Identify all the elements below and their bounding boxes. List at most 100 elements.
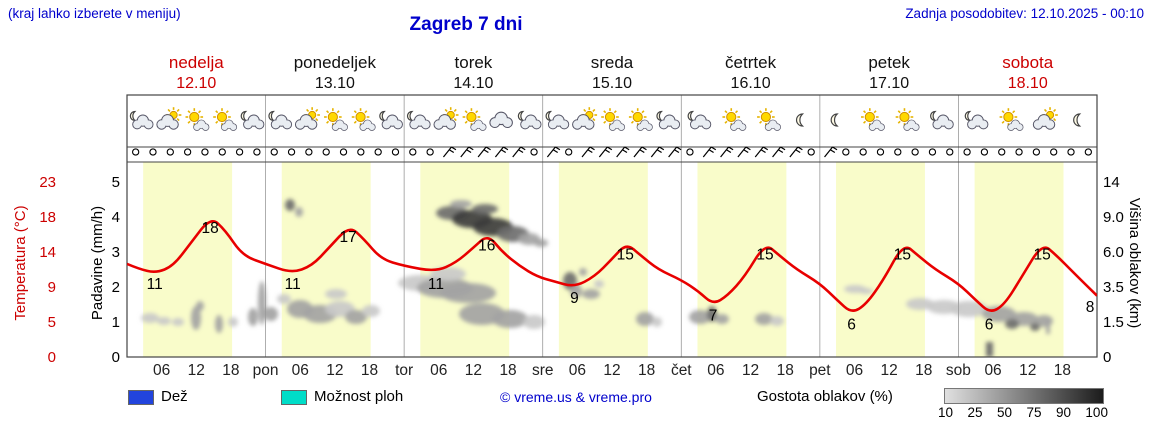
calm-circle-icon — [911, 148, 919, 156]
calm-circle-icon — [339, 148, 348, 156]
calm-circle-icon — [1050, 148, 1058, 156]
moon-icon — [406, 110, 414, 122]
sun-icon — [722, 108, 741, 126]
wind-barb-icon — [754, 146, 769, 158]
calm-circle-icon — [374, 148, 382, 156]
cloud-height-tick-label: 3.5 — [1103, 279, 1124, 296]
cloud-density-gradient-bar — [944, 388, 1104, 404]
calm-circle-icon — [807, 148, 815, 156]
weather-icon-moon-cloud — [379, 110, 403, 130]
hour-tick-label: 18 — [499, 362, 516, 379]
day-date-label: 13.10 — [315, 75, 355, 92]
wind-barb-icon — [772, 146, 786, 158]
daylight-bands — [143, 162, 1064, 357]
weather-icon-moon-cloud — [964, 110, 989, 130]
weather-icon-sun-cloud — [628, 108, 653, 131]
hour-tick-label: 12 — [465, 362, 482, 379]
y-axis-tick-labels: 0 0 0 5 1 1.5 9 2 3.5 14 3 6.0 18 4 9.0 23 5 14 — [39, 174, 1124, 366]
moon-icon — [379, 110, 386, 122]
calm-circle-icon — [876, 148, 885, 156]
weather-icon-sun-cloud — [462, 108, 487, 131]
temperature-value-label: 15 — [894, 246, 911, 263]
cloud-cover-blobs — [141, 199, 1053, 357]
weather-icon-sun-cloud — [757, 108, 781, 131]
day-abbr-label: čet — [671, 362, 692, 379]
wind-barb-icon — [494, 146, 509, 158]
calm-circle-icon — [426, 148, 434, 156]
day-date-label: 15.10 — [592, 75, 632, 92]
calm-circle-icon — [1032, 148, 1041, 156]
weather-icon-moon — [1073, 113, 1082, 127]
day-date-label: 18.10 — [1008, 75, 1048, 92]
menu-hint-text: (kraj lahko izberete v meniju) — [8, 6, 181, 21]
wind-barb-icon — [737, 146, 751, 158]
wind-symbols-row — [132, 146, 1092, 158]
day-name-label: četrtek — [725, 53, 777, 72]
calm-circle-icon — [409, 148, 417, 156]
rain-legend-swatch — [128, 390, 154, 405]
weather-icon-cloud-sun — [433, 107, 459, 130]
wind-barb-icon — [581, 146, 595, 158]
moon-icon — [930, 110, 937, 122]
temperature-value-label: 7 — [709, 308, 718, 325]
wind-barb-icon — [546, 146, 561, 158]
chart-frame — [126, 94, 1098, 358]
sun-icon — [861, 108, 879, 126]
sun-icon — [213, 108, 231, 126]
day-date-label: 14.10 — [453, 75, 493, 92]
hour-tick-label: 18 — [361, 362, 378, 379]
moon-icon — [545, 110, 553, 122]
calm-circle-icon — [530, 148, 538, 156]
weather-icon-sun-cloud — [861, 108, 885, 131]
calm-circle-icon — [1015, 148, 1023, 156]
hour-tick-label: 12 — [603, 362, 620, 379]
daylight-band — [836, 162, 925, 357]
wind-barb-icon — [824, 146, 838, 158]
hour-tick-label: 06 — [984, 362, 1001, 379]
hour-tick-label: 06 — [569, 362, 586, 379]
hour-tick-label: 12 — [742, 362, 759, 379]
wind-barb-icon — [442, 146, 457, 158]
wind-barb-icon — [720, 146, 734, 158]
weather-icon-moon — [830, 113, 839, 127]
calm-circle-icon — [928, 148, 937, 156]
hour-tick-label: 18 — [638, 362, 655, 379]
weather-icon-moon-cloud — [517, 110, 542, 130]
precipitation-tick-label: 3 — [112, 244, 120, 261]
calm-circle-icon — [1067, 148, 1075, 156]
day-date-label: 17.10 — [869, 75, 909, 92]
day-date-label: 16.10 — [731, 75, 771, 92]
calm-circle-icon — [218, 148, 226, 156]
temperature-value-label: 16 — [478, 238, 495, 255]
weather-icon-sun-cloud — [601, 108, 626, 131]
cloud-height-tick-label: 1.5 — [1103, 314, 1124, 331]
cloud-height-tick-label: 14 — [1103, 174, 1120, 191]
calm-circle-icon — [686, 148, 694, 156]
temperature-tick-label: 23 — [39, 174, 56, 191]
calm-circle-icon — [322, 148, 330, 156]
day-abbr-label: pet — [809, 362, 831, 379]
x-axis-labels: 06 12 18 pon 06 12 18 tor 06 12 18 sre 06 12 18 čet 06 12… — [153, 362, 1071, 379]
density-tick: 90 — [1055, 405, 1071, 420]
moon-icon — [240, 110, 248, 122]
hour-tick-label: 06 — [430, 362, 447, 379]
moon-icon — [129, 110, 137, 122]
day-name-label: torek — [455, 53, 493, 72]
wind-barb-icon — [460, 146, 474, 158]
wind-barb-icon — [702, 146, 717, 158]
weather-icon-cloud-sun — [1032, 107, 1058, 130]
weather-icon-sun-cloud — [324, 108, 348, 131]
temperature-value-label: 11 — [428, 276, 444, 293]
daylight-band — [558, 162, 648, 357]
hour-tick-label: 12 — [1019, 362, 1036, 379]
page-title: Zagreb 7 dni — [409, 14, 523, 35]
calm-circle-icon — [980, 148, 989, 156]
calm-circle-icon — [894, 148, 902, 156]
precipitation-tick-label: 4 — [112, 209, 120, 226]
sun-icon — [462, 108, 481, 126]
calm-circle-icon — [357, 148, 365, 156]
moon-icon — [1073, 113, 1082, 127]
weather-icon-moon-cloud — [930, 110, 954, 130]
cloud-height-tick-label: 6.0 — [1103, 244, 1124, 261]
